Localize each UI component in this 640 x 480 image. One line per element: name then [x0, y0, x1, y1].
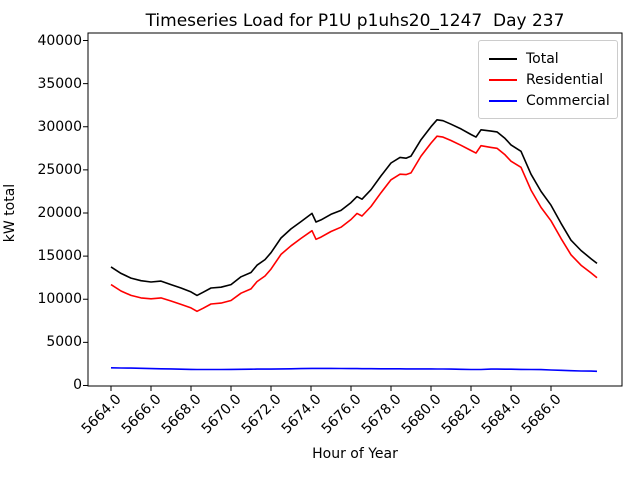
residential-line	[110, 135, 598, 313]
legend-item-residential: Residential	[489, 69, 607, 90]
total-line	[110, 119, 598, 297]
y-tick-label: 5000	[46, 334, 82, 351]
residential-line-swatch	[489, 78, 517, 81]
total-line-swatch	[489, 57, 517, 60]
legend-label-total: Total	[526, 50, 559, 67]
legend-label-commercial: Commercial	[526, 92, 610, 109]
y-tick-label: 30000	[37, 118, 82, 135]
y-tick-label: 10000	[37, 291, 82, 308]
legend-item-commercial: Commercial	[489, 90, 610, 111]
axes-frame	[87, 32, 623, 387]
y-tick-label: 15000	[37, 248, 82, 265]
x-axis-label: Hour of Year	[312, 446, 398, 462]
y-tick-label: 20000	[37, 204, 82, 221]
y-tick-label: 35000	[37, 75, 82, 92]
y-axis-label: kW total	[2, 183, 18, 243]
commercial-line	[110, 367, 598, 373]
y-tick-label: 0	[73, 377, 82, 394]
chart-title: Timeseries Load for P1U p1uhs20_1247 Day…	[145, 11, 565, 31]
y-tick-label: 40000	[37, 32, 82, 49]
commercial-line-swatch	[489, 99, 517, 102]
legend-item-total: Total	[489, 48, 607, 69]
legend-label-residential: Residential	[526, 71, 604, 88]
y-tick-label: 25000	[37, 161, 82, 178]
legend: Total Residential Commercial	[478, 40, 618, 119]
